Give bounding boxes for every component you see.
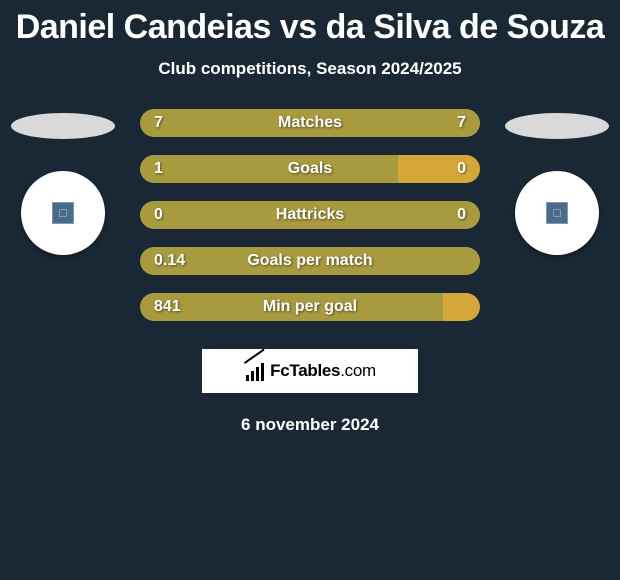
bar-segment-left — [140, 155, 398, 183]
bar-segment-right — [398, 155, 480, 183]
stat-label: Min per goal — [263, 298, 357, 316]
flag-left — [11, 113, 115, 139]
stat-bar: 841 Min per goal — [140, 293, 480, 321]
stat-value-right: 0 — [457, 160, 466, 178]
stat-value-left: 1 — [154, 160, 163, 178]
avatar-placeholder-icon — [52, 202, 74, 224]
stat-value-left: 7 — [154, 114, 163, 132]
subtitle: Club competitions, Season 2024/2025 — [0, 59, 620, 79]
brand-badge: FcTables.com — [202, 349, 418, 393]
brand-text: FcTables.com — [270, 361, 376, 381]
date-line: 6 november 2024 — [0, 415, 620, 435]
stat-bar: 0 Hattricks 0 — [140, 201, 480, 229]
avatar-left — [21, 171, 105, 255]
avatar-placeholder-icon — [546, 202, 568, 224]
player-right-col — [502, 109, 612, 255]
avatar-right — [515, 171, 599, 255]
stat-value-right: 7 — [457, 114, 466, 132]
comparison-widget: Daniel Candeias vs da Silva de Souza Clu… — [0, 0, 620, 435]
stat-bar: 1 Goals 0 — [140, 155, 480, 183]
stat-label: Goals per match — [247, 252, 372, 270]
stat-value-right: 0 — [457, 206, 466, 224]
brand-chart-icon — [244, 361, 268, 381]
stat-value-left: 0 — [154, 206, 163, 224]
stat-label: Matches — [278, 114, 342, 132]
stat-bar: 7 Matches 7 — [140, 109, 480, 137]
main-row: 7 Matches 7 1 Goals 0 0 Hattricks 0 0.14 Goals per… — [0, 109, 620, 321]
stat-label: Goals — [288, 160, 332, 178]
page-title: Daniel Candeias vs da Silva de Souza — [0, 8, 620, 47]
player-left-col — [8, 109, 118, 255]
stat-label: Hattricks — [276, 206, 344, 224]
flag-right — [505, 113, 609, 139]
stat-value-left: 841 — [154, 298, 181, 316]
stat-bar: 0.14 Goals per match — [140, 247, 480, 275]
stat-value-left: 0.14 — [154, 252, 185, 270]
bar-segment-right — [443, 293, 480, 321]
stats-bars: 7 Matches 7 1 Goals 0 0 Hattricks 0 0.14 Goals per… — [140, 109, 480, 321]
